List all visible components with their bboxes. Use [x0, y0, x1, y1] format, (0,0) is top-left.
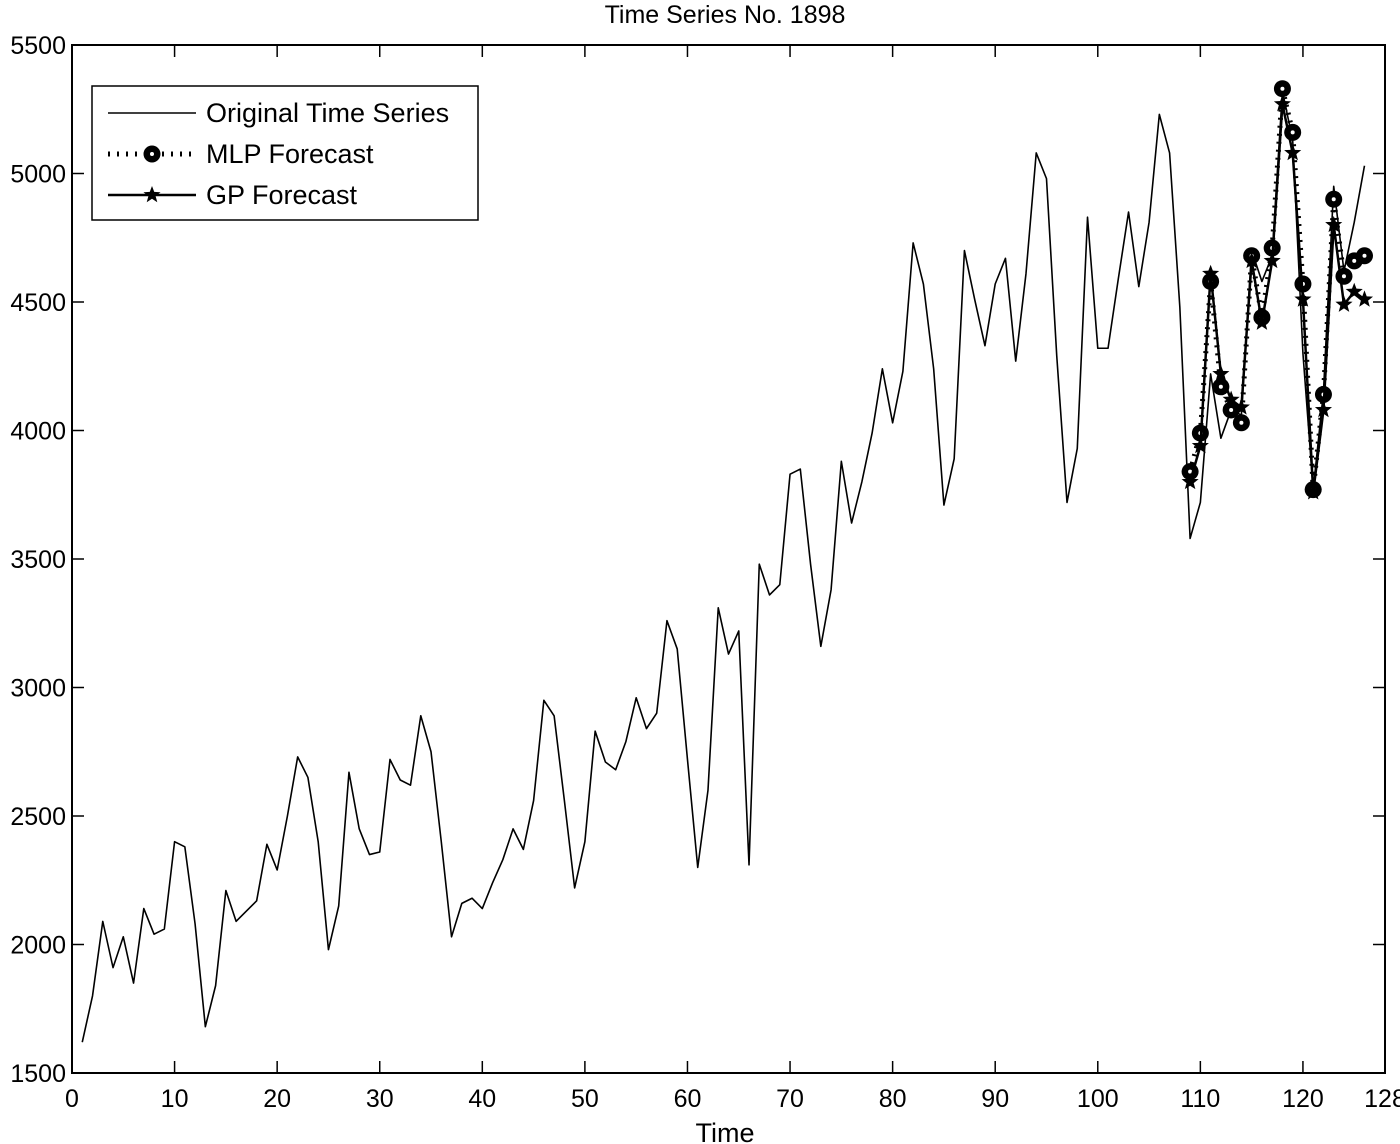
legend-label-gp: GP Forecast [206, 180, 358, 210]
gp-point [1243, 251, 1261, 269]
x-tick-label: 30 [366, 1085, 394, 1113]
legend-label-mlp: MLP Forecast [206, 139, 374, 169]
gp-point [1212, 364, 1230, 382]
mlp-point-center [1341, 274, 1346, 279]
mlp-point-center [1362, 253, 1367, 258]
legend-marker-gp [143, 186, 161, 203]
gp-point [1273, 95, 1291, 112]
y-tick-label: 2000 [10, 932, 66, 960]
series-line-gp [1188, 102, 1366, 494]
mlp-point-center [1290, 130, 1295, 135]
gp-point [1284, 143, 1302, 161]
x-tick-label: 80 [879, 1085, 907, 1113]
x-tick-label: 50 [571, 1085, 599, 1113]
legend-label-original: Original Time Series [206, 98, 449, 128]
y-tick-label: 1500 [10, 1060, 66, 1088]
x-tick-label: 20 [263, 1085, 291, 1113]
y-tick-label: 5000 [10, 161, 66, 189]
x-tick-label: 60 [674, 1085, 702, 1113]
axis-ticks: 0 10 20 30 40 50 60 70 80 90 100 110 120 128 1500 2000 2… [10, 32, 1400, 1113]
x-tick-label: 128 [1364, 1085, 1400, 1113]
gp-point [1232, 398, 1250, 415]
mlp-point-center [1218, 384, 1223, 389]
legend-marker-mlp-center [150, 152, 154, 156]
legend: Original Time Series MLP Forecast GP For… [91, 85, 479, 221]
series-0 [81, 90, 1366, 1043]
series-2 [1181, 95, 1374, 500]
gp-point [1222, 390, 1240, 407]
gp-point [1335, 295, 1353, 312]
gp-point [1253, 313, 1271, 330]
x-axis-label: Time [696, 1118, 755, 1144]
mlp-point-center [1280, 86, 1285, 91]
gp-point [1325, 215, 1343, 233]
y-tick-label: 5500 [10, 32, 66, 60]
mlp-point-center [1331, 197, 1336, 202]
gp-point [1355, 290, 1374, 307]
gp-point [1202, 264, 1220, 282]
mlp-point-center [1188, 469, 1193, 474]
gp-point [1304, 483, 1322, 500]
x-tick-label: 110 [1180, 1085, 1220, 1113]
y-tick-label: 2500 [10, 803, 66, 831]
legend-box [91, 85, 479, 221]
x-tick-label: 100 [1077, 1085, 1119, 1113]
gp-point [1314, 400, 1333, 418]
mlp-point-center [1239, 420, 1244, 425]
y-tick-label: 3500 [10, 546, 66, 574]
x-tick-label: 70 [776, 1085, 804, 1113]
y-tick-label: 4000 [10, 418, 66, 446]
series-line-original [81, 90, 1366, 1043]
gp-point [1181, 472, 1199, 490]
x-tick-label: 90 [981, 1085, 1009, 1113]
y-tick-label: 3000 [10, 675, 66, 703]
x-tick-label: 10 [161, 1085, 189, 1113]
gp-point [1263, 251, 1281, 269]
gp-point [1294, 290, 1312, 307]
gp-point [1345, 282, 1363, 299]
x-tick-label: 0 [65, 1085, 79, 1113]
y-tick-label: 4500 [10, 289, 66, 317]
mlp-point-center [1229, 407, 1234, 412]
x-tick-label: 40 [468, 1085, 496, 1113]
series-layer [81, 80, 1374, 1043]
x-tick-label: 120 [1282, 1085, 1324, 1113]
chart-title: Time Series No. 1898 [605, 1, 846, 29]
mlp-point-center [1352, 258, 1357, 263]
gp-point [1191, 436, 1209, 454]
